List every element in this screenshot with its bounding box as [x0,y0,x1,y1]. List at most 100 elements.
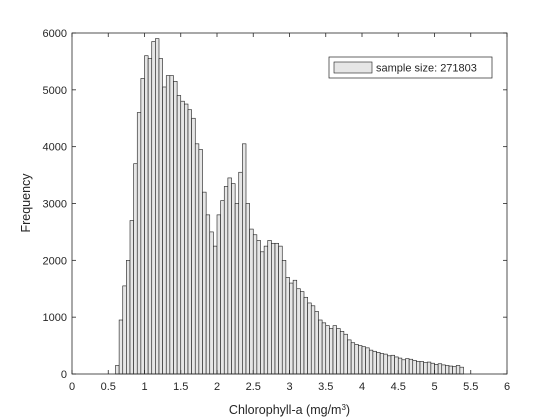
histogram-bar [423,362,428,375]
histogram-bar [387,355,392,375]
histogram-bar [231,183,236,375]
legend-label: sample size: 271803 [376,63,477,75]
histogram-bar [339,331,345,375]
histogram-bar [271,242,276,375]
histogram-bar [180,100,185,375]
histogram-bar [376,352,381,375]
histogram-bar [419,361,424,375]
histogram-bar [285,277,290,375]
histogram-bar [252,234,258,375]
histogram-bar [452,366,457,375]
histogram-bar [238,171,243,375]
histogram-bar [223,186,229,375]
histogram-bar [332,325,337,375]
histogram-bar [184,103,189,375]
histogram-bar [343,333,348,375]
histogram-bar [234,203,240,375]
histogram-bar [122,285,127,375]
y-tick-label: 4000 [43,142,67,154]
x-tick-label: 0 [69,381,75,393]
x-tick-label: 4.5 [391,381,406,393]
y-axis-ticks: 0 1000 2000 3000 4000 5000 6000 [43,28,507,381]
histogram-bar [278,245,283,375]
histogram-bar [115,365,120,375]
x-axis-label: Chlorophyll-a (mg/m3) [229,403,350,418]
histogram-bar [205,214,211,375]
histogram-bar [281,260,287,375]
histogram-bar [455,365,461,375]
histogram-bar [118,319,124,375]
histogram-bar [213,245,218,375]
y-tick-label: 2000 [43,255,67,267]
histogram-bar [267,240,272,375]
histogram-bar [325,325,330,375]
histogram-bar [329,328,334,375]
histogram-bar [140,78,145,375]
histogram-bar [379,353,385,375]
histogram-bar [151,41,156,375]
histogram-bar [263,245,269,375]
histogram-bar [292,279,298,375]
histogram-bar [245,203,250,375]
histogram-bar [437,363,443,375]
histogram-bar [133,163,138,375]
histogram-bar [158,58,163,375]
histogram-bar [448,365,453,375]
histogram-bar [434,364,439,375]
histogram-bar [129,220,134,375]
histogram-bar [394,356,399,375]
histogram-bar [191,117,196,375]
histogram-bar [412,360,417,375]
y-tick-label: 5000 [43,85,67,97]
histogram-bar [256,240,261,375]
histogram-bar [300,291,305,375]
histogram-bar [303,296,308,375]
histogram-bar [147,58,153,375]
histogram-bar [321,322,327,375]
x-tick-label: 1 [141,381,147,393]
histogram-bar [441,364,446,375]
histogram-bar [169,75,174,375]
x-tick-label: 4 [359,381,365,393]
histogram-bar [350,342,356,375]
histogram-bar [289,282,294,375]
histogram-bar [401,359,406,375]
histogram-bar [408,358,414,375]
x-tick-label: 2.5 [246,381,261,393]
y-tick-label: 6000 [43,28,67,40]
histogram-bar [194,143,200,375]
histogram-bar [220,200,225,375]
histogram-bar [307,302,312,375]
legend: sample size: 271803 [328,56,493,79]
histogram-bar [361,346,366,375]
y-tick-label: 3000 [43,199,67,211]
histogram-bar [314,311,319,375]
histogram-bar [368,349,374,375]
x-tick-label: 0.5 [101,381,116,393]
y-tick-label: 1000 [43,312,67,324]
histogram-bar [459,366,464,375]
y-axis-label: Frequency [19,173,33,233]
histogram-bar [165,75,171,375]
histogram-bar [358,345,363,375]
histogram-bar [274,242,279,375]
histogram-bar [336,328,341,375]
histogram-bar [162,86,167,375]
histogram-bar [126,260,131,375]
histogram-bar [318,319,323,375]
histogram-bar [155,38,160,375]
histogram-bar [430,362,435,375]
x-tick-label: 6 [504,381,510,393]
y-tick-label: 0 [61,369,67,381]
histogram-bar [296,288,301,375]
histogram-bar [405,358,410,375]
histogram-bar [426,361,432,375]
histogram-bar [198,149,203,375]
x-tick-label: 1.5 [173,381,188,393]
histogram-bar [209,231,214,375]
histogram-bar [397,357,403,375]
histogram-bar [216,214,221,375]
histogram-bar [173,81,178,375]
histogram-bar [176,95,182,375]
histogram-bar [242,143,247,375]
